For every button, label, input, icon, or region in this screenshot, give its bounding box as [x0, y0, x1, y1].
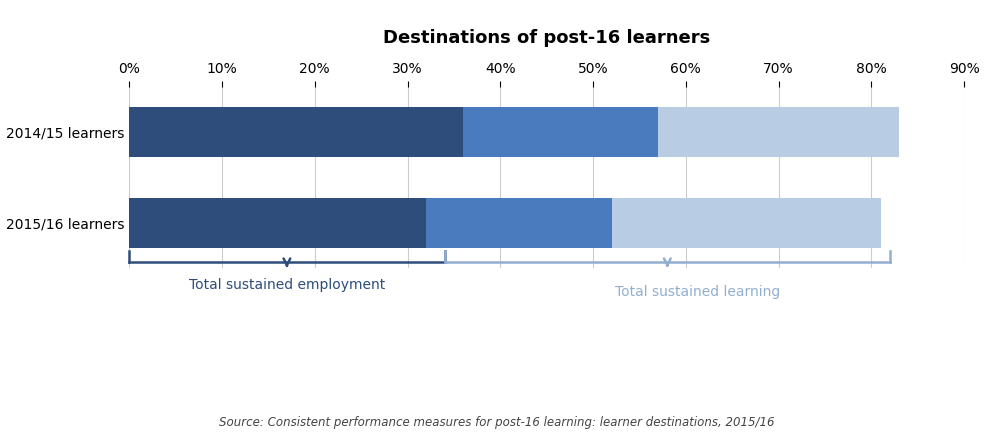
Bar: [129, 198, 426, 248]
Bar: [426, 198, 611, 248]
Bar: [129, 107, 463, 157]
Title: Destinations of post-16 learners: Destinations of post-16 learners: [383, 29, 711, 47]
Bar: [463, 107, 658, 157]
Text: Total sustained employment: Total sustained employment: [189, 278, 385, 292]
Text: Source: Consistent performance measures for post-16 learning: learner destinatio: Source: Consistent performance measures …: [220, 416, 774, 429]
Text: Total sustained learning: Total sustained learning: [614, 284, 779, 298]
Bar: [611, 198, 881, 248]
Bar: [658, 107, 900, 157]
